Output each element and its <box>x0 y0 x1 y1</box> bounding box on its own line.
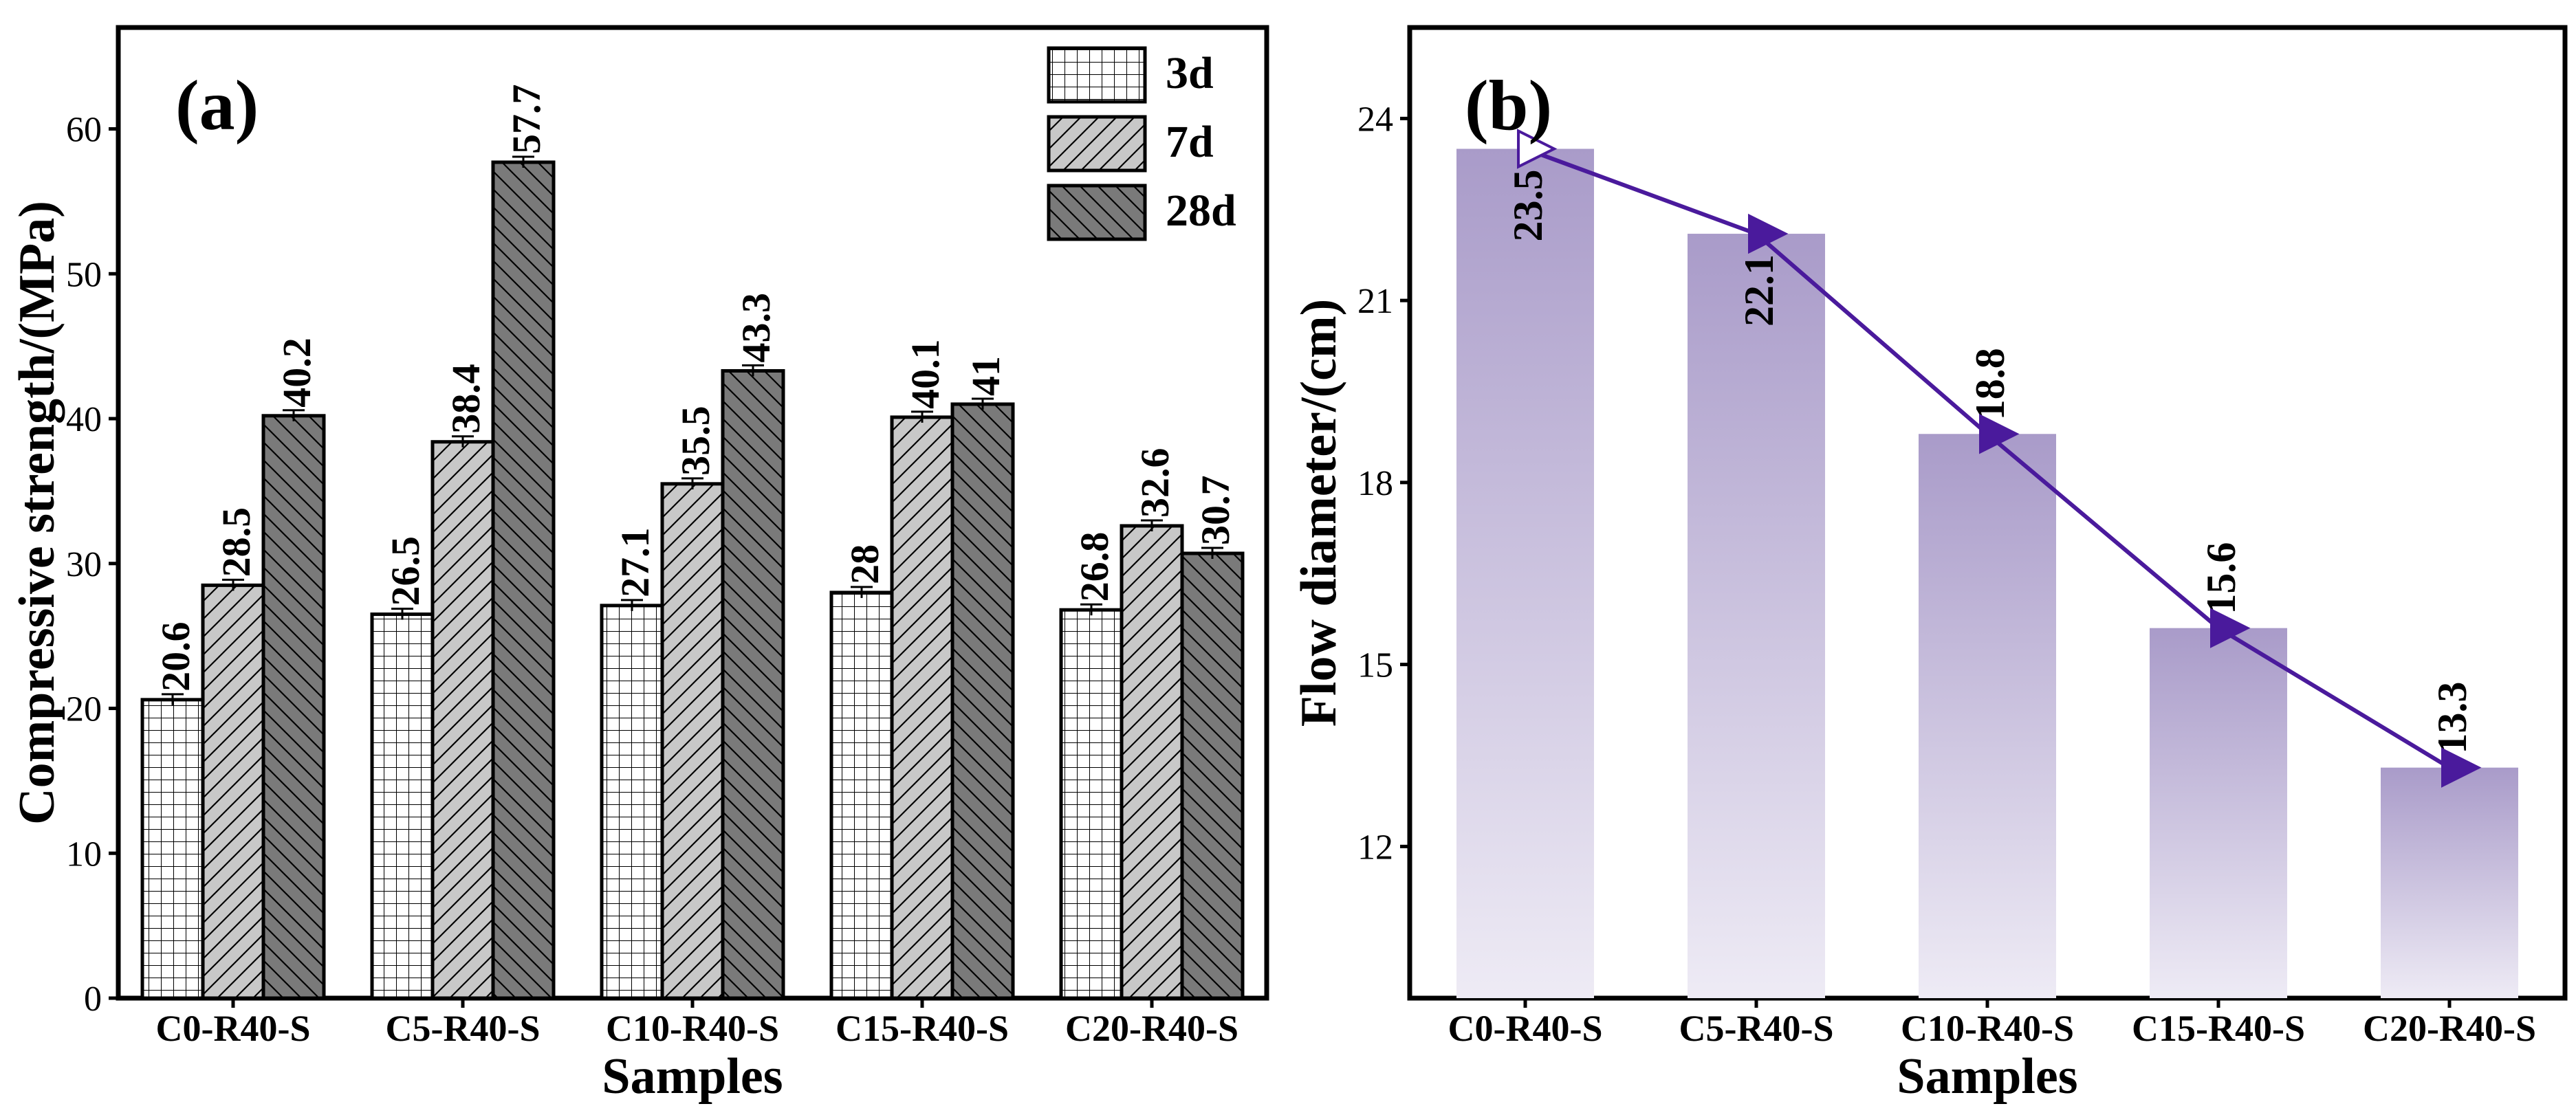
bar-7d <box>660 482 725 1000</box>
x-tick-label: C0-R40-S <box>156 1008 311 1049</box>
y-tick-label: 0 <box>84 980 102 1019</box>
bar-7d <box>1120 524 1184 1000</box>
bar-3d <box>829 590 894 1000</box>
data-label: 32.6 <box>1133 448 1177 518</box>
trend-marker <box>1517 129 1558 169</box>
panel-b-label: (b) <box>1465 66 1552 145</box>
data-label: 40.1 <box>903 339 948 409</box>
bar-3d <box>1059 608 1124 1000</box>
x-tick-label: C15-R40-S <box>2132 1008 2305 1049</box>
y-tick-label: 20 <box>66 690 102 729</box>
panel-a-bars: 20.6 28.5 40.2 26.5 38.4 57.7 27.1 35.5 43.3 28 40… <box>140 84 1245 1000</box>
x-tick-label: C5-R40-S <box>386 1008 541 1049</box>
legend-label: 28d <box>1166 186 1236 236</box>
y-tick-label: 60 <box>66 111 102 150</box>
data-label: 22.1 <box>1736 254 1782 327</box>
x-tick-label: C15-R40-S <box>836 1008 1009 1049</box>
panel-a-label: (a) <box>175 66 259 145</box>
bar-3d <box>370 612 435 1000</box>
panel-a-y-title: Compressive strength/(MPa) <box>9 201 65 825</box>
panel-b-trend-line <box>1517 129 2482 788</box>
data-label: 18.8 <box>1967 348 2013 420</box>
y-tick-label: 30 <box>66 545 102 584</box>
trend-marker <box>2441 747 2482 788</box>
data-label: 38.4 <box>444 364 488 434</box>
bar-flow <box>2150 628 2287 998</box>
x-tick-label: C5-R40-S <box>1679 1008 1834 1049</box>
panel-a-x-axis: C0-R40-S C5-R40-S C10-R40-S C15-R40-S C20-R4… <box>156 998 1238 1049</box>
bar-3d <box>600 604 664 1000</box>
data-label: 13.3 <box>2430 682 2475 754</box>
legend-swatch-28d <box>1047 184 1147 241</box>
x-tick-label: C10-R40-S <box>606 1008 779 1049</box>
bar-3d <box>140 698 205 1000</box>
legend-swatch-3d <box>1047 46 1147 104</box>
legend-label: 7d <box>1166 117 1214 167</box>
panel-a-y-axis: 0 10 20 30 40 50 60 <box>66 111 118 1019</box>
bar-28d <box>261 414 326 1000</box>
bar-7d <box>890 415 954 1000</box>
x-tick-label: C0-R40-S <box>1448 1008 1603 1049</box>
bar-7d <box>201 583 265 1000</box>
trend-marker <box>1748 213 1789 254</box>
bar-flow <box>1688 234 1825 998</box>
data-label: 26.5 <box>383 536 428 606</box>
panel-b-y-title: Flow diameter/(cm) <box>1291 299 1347 727</box>
y-tick-label: 15 <box>1357 646 1393 685</box>
y-tick-label: 40 <box>66 400 102 439</box>
bar-28d <box>721 368 785 1000</box>
y-tick-label: 50 <box>66 255 102 294</box>
y-tick-label: 21 <box>1357 282 1393 321</box>
panel-b-bars: 23.5 22.1 18.8 15.6 13.3 <box>1456 148 2518 998</box>
data-label: 43.3 <box>734 293 778 363</box>
data-label: 28.5 <box>214 507 259 577</box>
panel-b-x-axis: C0-R40-S C5-R40-S C10-R40-S C15-R40-S C20-R4… <box>1448 998 2536 1049</box>
bar-28d <box>950 402 1015 1000</box>
panel-a-legend: 3d 7d 28d <box>1047 46 1236 241</box>
data-label: 26.8 <box>1072 532 1117 602</box>
panel-b-y-axis: 12 15 18 21 24 <box>1357 100 1410 867</box>
bar-28d <box>491 160 556 1000</box>
x-tick-label: C10-R40-S <box>1901 1008 2074 1049</box>
data-label: 20.6 <box>153 621 198 692</box>
data-label: 23.5 <box>1505 170 1551 242</box>
y-tick-label: 24 <box>1357 100 1393 139</box>
bar-7d <box>430 440 495 1000</box>
data-label: 30.7 <box>1193 476 1238 546</box>
y-tick-label: 10 <box>66 835 102 874</box>
data-label: 35.5 <box>673 406 718 476</box>
data-label: 28 <box>842 544 887 584</box>
panel-a: 0 10 20 30 40 50 60 20.6 28.5 40.2 26.5 38.4 57.7 27… <box>9 25 1269 1105</box>
legend-swatch-7d <box>1047 115 1147 173</box>
bar-flow <box>1919 434 2056 998</box>
bar-flow <box>2381 767 2518 998</box>
legend-label: 3d <box>1166 48 1214 98</box>
data-label: 41 <box>963 356 1008 396</box>
y-tick-label: 18 <box>1357 464 1393 503</box>
panel-b: 23.5 22.1 18.8 15.6 13.3 12 15 18 21 24 C0-R40-S… <box>1291 25 2568 1105</box>
bar-flow <box>1456 148 1594 998</box>
trend-marker <box>1979 414 2020 454</box>
data-label: 27.1 <box>613 527 657 597</box>
panel-b-x-title: Samples <box>1897 1048 2077 1105</box>
trend-marker <box>2210 608 2251 648</box>
data-label: 15.6 <box>2198 542 2244 615</box>
panel-a-x-title: Samples <box>602 1048 783 1105</box>
data-label: 40.2 <box>274 338 319 408</box>
x-tick-label: C20-R40-S <box>2363 1008 2536 1049</box>
data-label: 57.7 <box>504 84 549 154</box>
bar-28d <box>1180 551 1245 1000</box>
y-tick-label: 12 <box>1357 828 1393 867</box>
x-tick-label: C20-R40-S <box>1065 1008 1238 1049</box>
